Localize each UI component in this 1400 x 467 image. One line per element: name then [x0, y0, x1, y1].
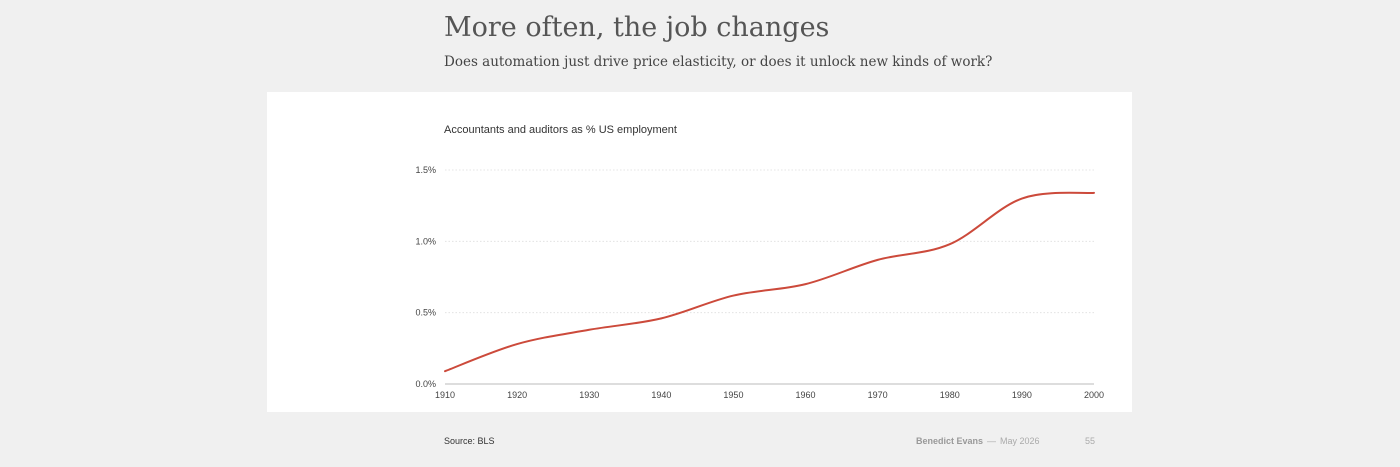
line-chart: 0.0% 0.5% 1.0% 1.5% 1910 1920 1930 1940 1950 196…	[415, 165, 1104, 400]
y-tick-label: 1.5%	[415, 165, 436, 175]
grid-lines	[445, 169, 1094, 385]
chart-title: Accountants and auditors as % US employm…	[444, 124, 677, 136]
series-line-0	[444, 191, 1095, 373]
y-axis-ticks: 0.0% 0.5% 1.0% 1.5%	[415, 165, 436, 389]
slide-title: More often, the job changes	[444, 12, 830, 43]
chart-card: Accountants and auditors as % US employm…	[267, 92, 1132, 412]
footer-source: Source: BLS	[444, 436, 495, 446]
footer-author: Benedict Evans	[916, 436, 984, 446]
footer-date: May 2026	[1000, 436, 1040, 446]
x-tick-label: 1980	[940, 390, 960, 400]
x-tick-label: 1990	[1012, 390, 1032, 400]
y-tick-label: 1.0%	[415, 236, 436, 246]
series-layer	[444, 191, 1095, 373]
x-tick-label: 1920	[507, 390, 527, 400]
x-tick-label: 1970	[868, 390, 888, 400]
y-tick-label: 0.5%	[415, 308, 436, 318]
footer-credit: Benedict Evans — May 2026	[916, 436, 1040, 446]
page-number: 55	[1085, 436, 1096, 446]
slide-subtitle: Does automation just drive price elastic…	[444, 54, 993, 70]
x-tick-label: 1940	[651, 390, 671, 400]
x-tick-label: 2000	[1084, 390, 1104, 400]
y-tick-label: 0.0%	[415, 379, 436, 389]
x-tick-label: 1910	[435, 390, 455, 400]
x-tick-label: 1950	[723, 390, 743, 400]
x-axis-ticks: 1910 1920 1930 1940 1950 1960 1970 1980 1990 2000	[435, 390, 1104, 400]
x-tick-label: 1960	[796, 390, 816, 400]
footer-separator: —	[987, 436, 997, 446]
x-tick-label: 1930	[579, 390, 599, 400]
